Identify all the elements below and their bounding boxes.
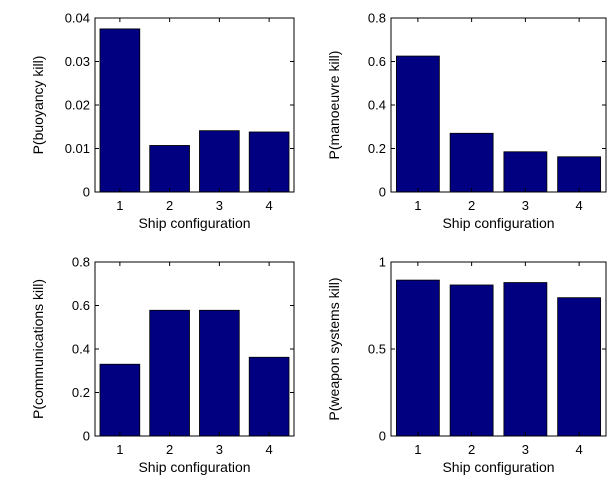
y-tick-label: 0 [379, 185, 386, 200]
y-tick-label: 0.4 [72, 342, 90, 357]
y-tick-label: 0.8 [72, 255, 90, 270]
chart-panel-4: 0 0.5 1 1 2 3 4 Ship configuration P(weapon syst… [326, 255, 607, 475]
y-tick-label: 0.4 [368, 98, 386, 113]
bar-3 [199, 309, 240, 437]
bar-1 [395, 55, 440, 193]
y-tick-label: 0.01 [65, 141, 90, 156]
y-axis-label: P(weapon systems kill) [326, 277, 342, 420]
y-axis-label: P(communications kill) [30, 279, 46, 419]
bar-1 [99, 363, 141, 437]
y-tick-label: 0.6 [368, 54, 386, 69]
bar-4 [557, 297, 602, 437]
x-tick-label: 3 [522, 198, 529, 213]
y-tick-label: 0.03 [65, 54, 90, 69]
bar-4 [248, 356, 290, 437]
y-tick-label: 0.04 [65, 11, 90, 26]
bar-1 [395, 279, 440, 437]
bar-3 [503, 151, 548, 193]
bar-4 [248, 131, 290, 193]
y-tick-label: 0 [83, 429, 90, 444]
bar-2 [449, 132, 494, 193]
y-tick-label: 0.8 [368, 11, 386, 26]
bar-2 [149, 145, 190, 193]
x-axis-label: Ship configuration [442, 215, 554, 231]
x-tick-label: 4 [576, 442, 583, 457]
bar-2 [149, 309, 190, 437]
bar-2 [449, 284, 494, 437]
y-tick-label: 0.6 [72, 298, 90, 313]
y-axis-label: P(manoeuvre kill) [326, 51, 342, 160]
y-tick-label: 0.5 [368, 342, 386, 357]
x-tick-label: 1 [116, 442, 123, 457]
y-tick-label: 0.2 [72, 385, 90, 400]
bar-4 [557, 156, 602, 193]
chart-panel-1: 0 0.01 0.02 0.03 0.04 1 2 3 4 Ship configuration P… [30, 11, 295, 231]
bar-3 [199, 130, 240, 193]
y-tick-label: 0 [379, 429, 386, 444]
y-tick-label: 1 [379, 255, 386, 270]
y-axis-label: P(buoyancy kill) [30, 56, 46, 155]
x-tick-label: 3 [216, 442, 223, 457]
x-tick-label: 1 [414, 198, 421, 213]
bar-1 [99, 28, 141, 193]
chart-panel-3: 0 0.2 0.4 0.6 0.8 1 2 3 4 Ship configuration P(com… [30, 255, 295, 475]
x-tick-label: 4 [266, 442, 273, 457]
x-tick-label: 3 [216, 198, 223, 213]
x-tick-label: 4 [266, 198, 273, 213]
x-tick-label: 2 [468, 198, 475, 213]
x-tick-label: 1 [414, 442, 421, 457]
chart-panel-2: 0 0.2 0.4 0.6 0.8 1 2 3 4 Ship configuration P(man… [326, 11, 607, 231]
x-tick-label: 4 [576, 198, 583, 213]
y-tick-label: 0.02 [65, 98, 90, 113]
y-tick-label: 0.2 [368, 141, 386, 156]
bar-3 [503, 282, 548, 437]
x-axis-label: Ship configuration [138, 459, 250, 475]
x-tick-label: 1 [116, 198, 123, 213]
x-axis-label: Ship configuration [138, 215, 250, 231]
y-tick-label: 0 [83, 185, 90, 200]
x-tick-label: 2 [468, 442, 475, 457]
x-tick-label: 2 [166, 442, 173, 457]
x-tick-label: 2 [166, 198, 173, 213]
x-tick-label: 3 [522, 442, 529, 457]
x-axis-label: Ship configuration [442, 459, 554, 475]
